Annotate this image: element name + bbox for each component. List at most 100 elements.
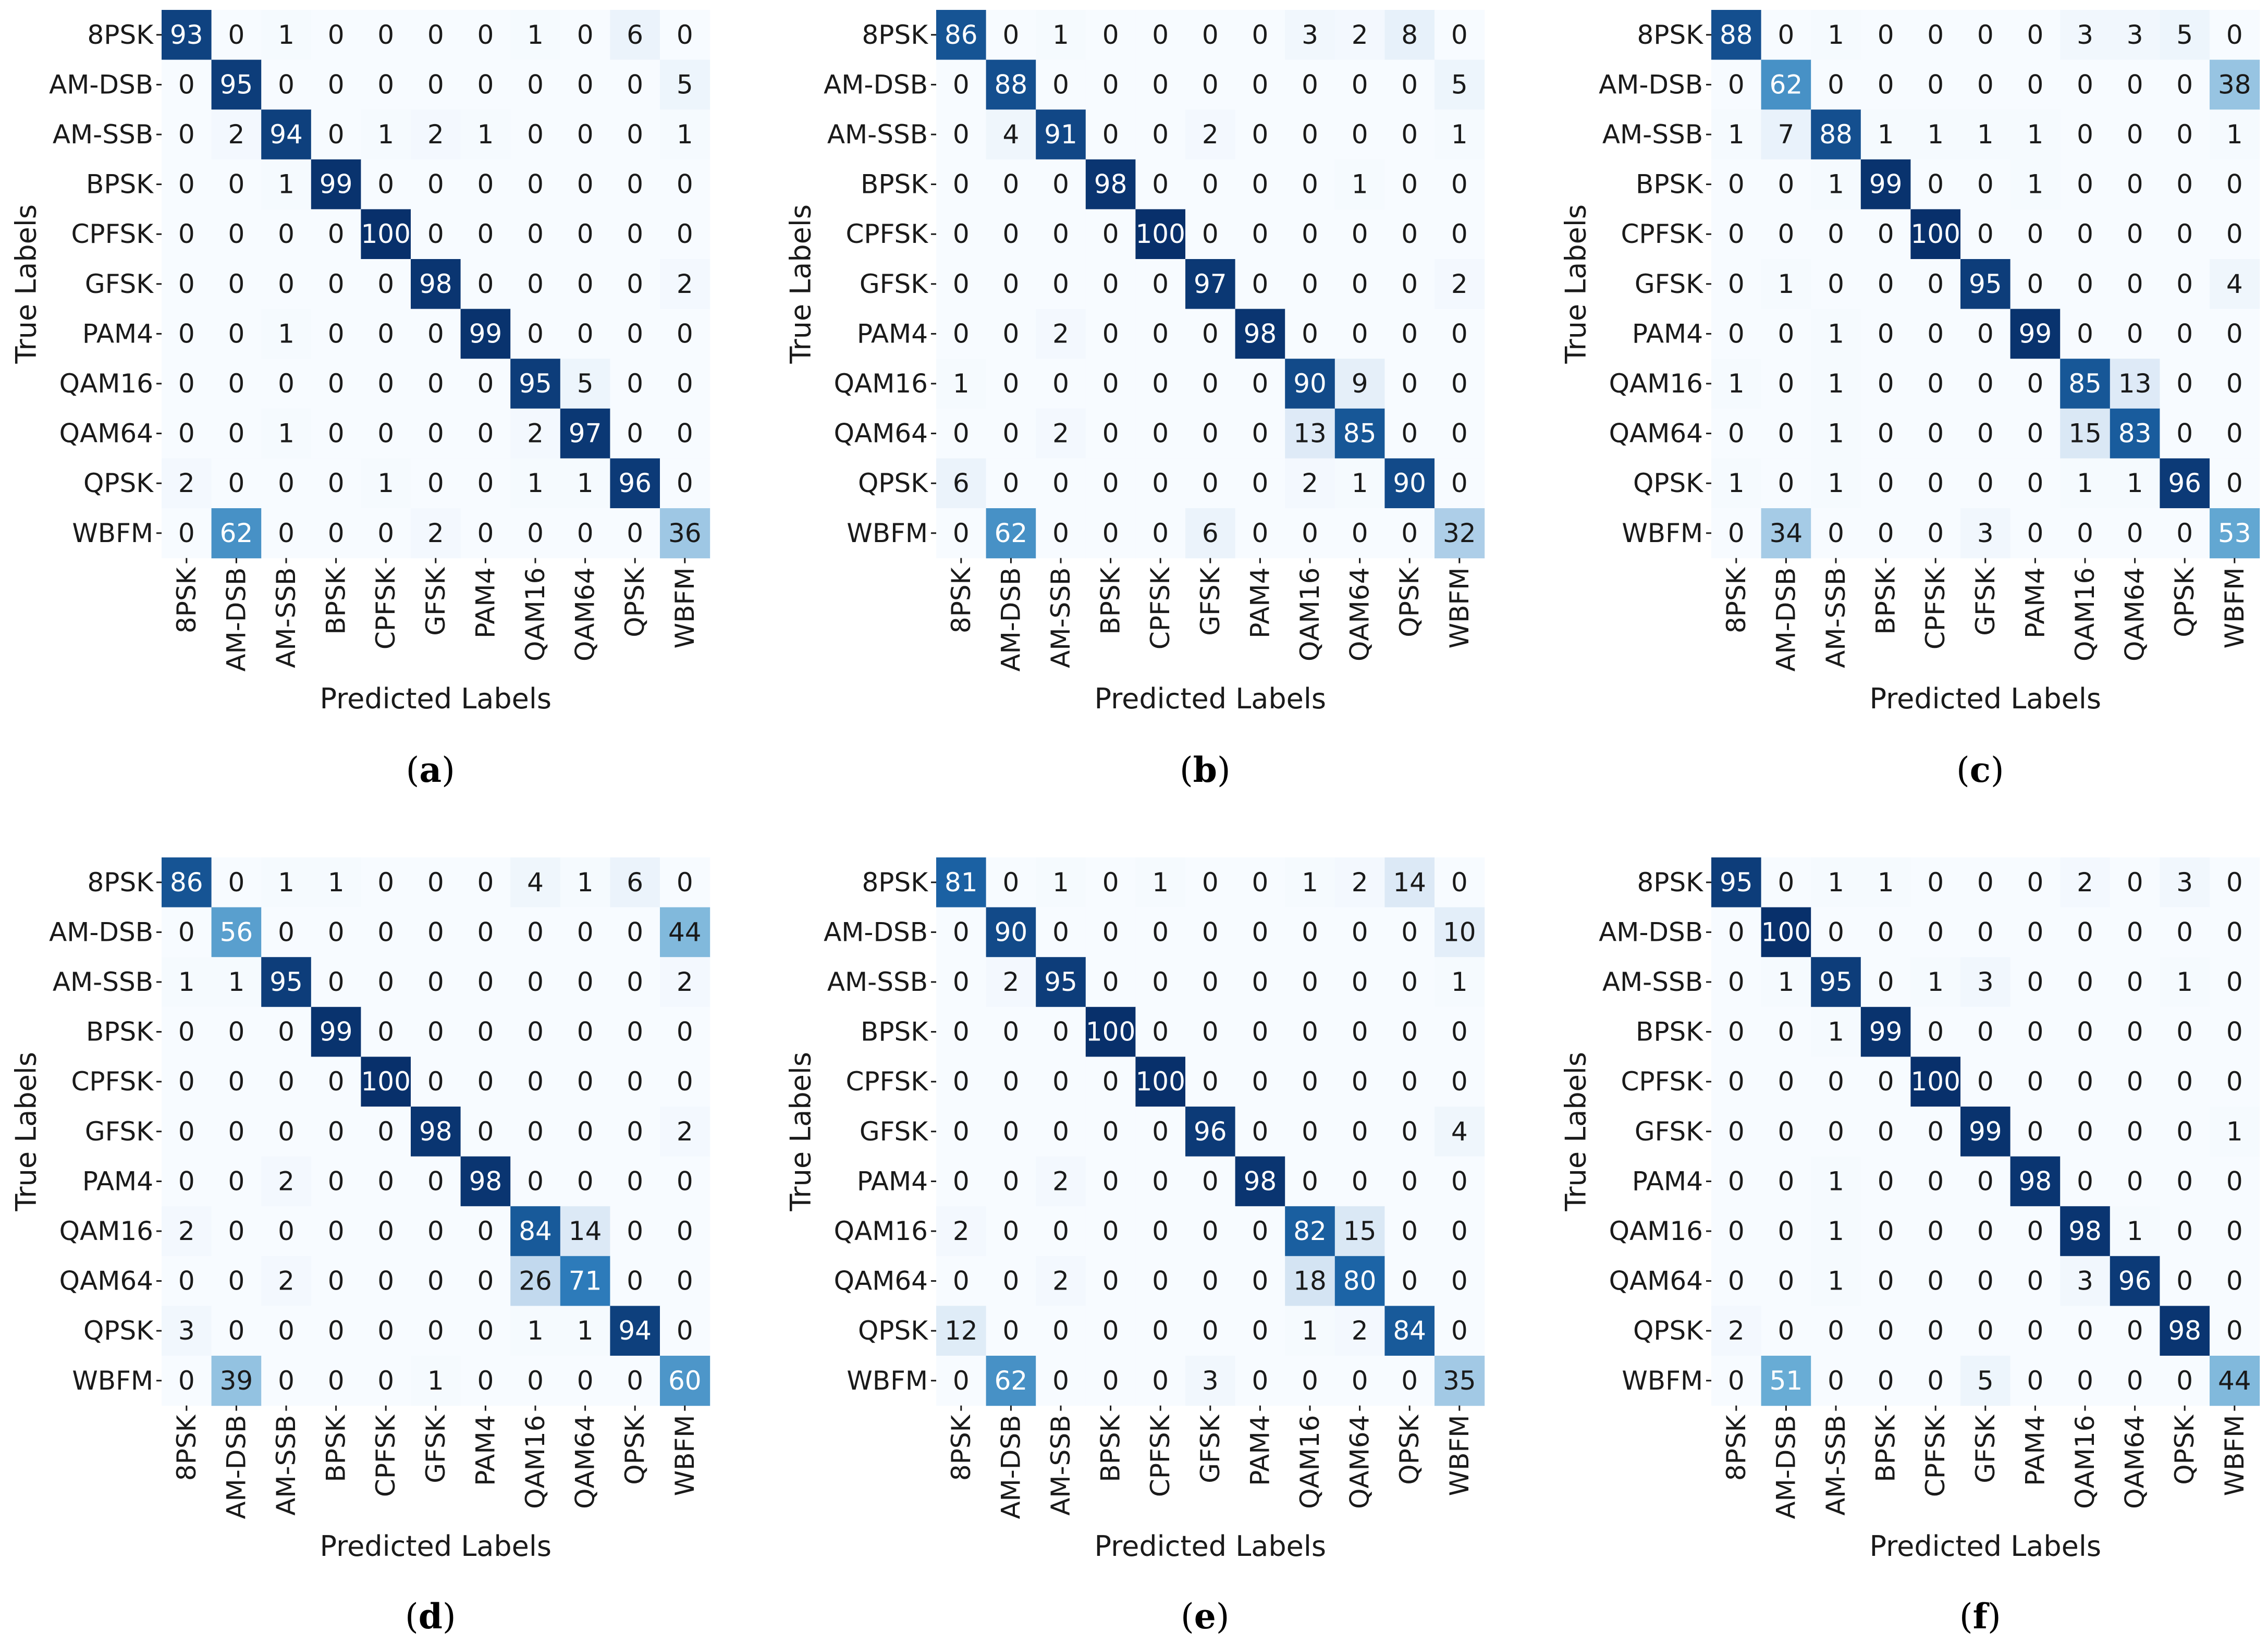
cell-value: 84 (1393, 1316, 1426, 1346)
matrix-cell (2160, 359, 2210, 409)
panel-caption: (c) (1956, 750, 2004, 790)
cell-value: 0 (1052, 1316, 1069, 1346)
matrix-cell (1811, 10, 1861, 60)
matrix-cell (1384, 857, 1435, 908)
matrix-cell (311, 1057, 361, 1107)
cell-value: 0 (328, 917, 345, 947)
matrix-cell (1185, 508, 1236, 559)
matrix-cell (1711, 359, 1762, 409)
matrix-cell (610, 1206, 660, 1257)
matrix-cell (2210, 1206, 2260, 1257)
cell-value: 0 (2176, 318, 2193, 349)
cell-value: 1 (527, 468, 544, 498)
cell-value: 0 (1202, 318, 1219, 349)
matrix-cell (1761, 59, 1811, 110)
matrix-cell (261, 1006, 312, 1057)
y-tick-label: CPFSK (1621, 1066, 1704, 1097)
cell-value: 0 (2176, 119, 2193, 150)
matrix-cell (2110, 458, 2160, 509)
cell-value: 0 (1728, 69, 1745, 100)
matrix-cell (361, 1256, 411, 1306)
matrix-cell (1811, 159, 1861, 210)
matrix-cell (1860, 309, 1911, 359)
cell-value: 0 (278, 468, 295, 498)
cell-value: 0 (677, 867, 693, 898)
cell-value: 0 (1878, 1316, 1894, 1346)
matrix-cell (510, 907, 561, 957)
cell-value: 0 (1728, 1216, 1745, 1246)
matrix-cell (361, 309, 411, 359)
cell-value: 0 (1152, 1116, 1169, 1147)
cell-value: 0 (1102, 468, 1119, 498)
x-tick-label: QAM16 (2070, 1415, 2100, 1509)
matrix-cell (1036, 957, 1086, 1008)
matrix-cell (1761, 1057, 1811, 1107)
matrix-cell (1435, 1356, 1485, 1406)
cell-value: 1 (953, 369, 970, 399)
x-tick-label: AM-DSB (996, 1415, 1026, 1519)
matrix-cell (660, 857, 710, 908)
cell-value: 0 (1052, 468, 1069, 498)
cell-value: 0 (377, 518, 394, 548)
cell-value: 0 (1152, 1017, 1169, 1047)
y-tick-label: 8PSK (88, 867, 154, 898)
matrix-cell (311, 408, 361, 459)
matrix-cell (211, 1256, 262, 1306)
matrix-cell (510, 1107, 561, 1157)
matrix-cell (1334, 1107, 1385, 1157)
cell-value: 93 (170, 20, 203, 50)
matrix-cell (660, 1256, 710, 1306)
cell-value: 98 (1094, 169, 1127, 200)
cell-value: 0 (1202, 1216, 1219, 1246)
cell-value: 0 (1052, 269, 1069, 299)
matrix-cell (1036, 1206, 1086, 1257)
y-tick-label: 8PSK (88, 20, 154, 50)
matrix-cell (2010, 10, 2061, 60)
cell-value: 0 (228, 169, 244, 200)
matrix-cell (411, 1206, 461, 1257)
cell-value: 0 (328, 1116, 345, 1147)
cell-value: 0 (328, 369, 345, 399)
x-tick-label: AM-SSB (271, 1415, 301, 1516)
matrix-cell (610, 408, 660, 459)
cell-value: 0 (627, 269, 643, 299)
cell-value: 0 (1052, 1216, 1069, 1246)
matrix-cell (162, 957, 212, 1008)
matrix-cell (311, 1156, 361, 1207)
matrix-cell (2060, 1306, 2111, 1356)
cell-value: 26 (519, 1266, 552, 1296)
cell-value: 0 (2127, 318, 2143, 349)
matrix-cell (1711, 1107, 1762, 1157)
cell-value: 0 (2027, 967, 2043, 997)
cell-value: 0 (427, 369, 444, 399)
matrix-cell (1860, 1107, 1911, 1157)
matrix-cell (1384, 1006, 1435, 1057)
cell-value: 0 (2127, 917, 2143, 947)
cell-value: 0 (1728, 1266, 1745, 1296)
matrix-cell (1036, 408, 1086, 459)
cell-value: 0 (278, 269, 295, 299)
matrix-cell (2210, 1306, 2260, 1356)
matrix-cell (610, 359, 660, 409)
y-tick-label: BPSK (86, 1017, 154, 1047)
matrix-cell (1761, 1206, 1811, 1257)
cell-value: 98 (2019, 1166, 2052, 1196)
matrix-cell (162, 1156, 212, 1207)
matrix-cell (162, 1306, 212, 1356)
cell-value: 0 (1451, 468, 1468, 498)
cell-value: 0 (953, 1266, 970, 1296)
matrix-cell (1036, 209, 1086, 260)
y-axis-title: True Labels (10, 204, 43, 364)
y-axis-title: True Labels (10, 1052, 43, 1212)
x-tick-label: QAM16 (520, 1415, 550, 1509)
matrix-cell (1960, 10, 2011, 60)
cell-value: 0 (1052, 1066, 1069, 1097)
x-tick-label: GFSK (1195, 567, 1225, 635)
matrix-cell (2160, 159, 2210, 210)
matrix-cell (2060, 1356, 2111, 1406)
cell-value: 0 (2176, 219, 2193, 249)
cell-value: 0 (953, 69, 970, 100)
matrix-cell (1085, 209, 1136, 260)
matrix-cell (1334, 359, 1385, 409)
y-tick-label: AM-DSB (1599, 69, 1703, 100)
